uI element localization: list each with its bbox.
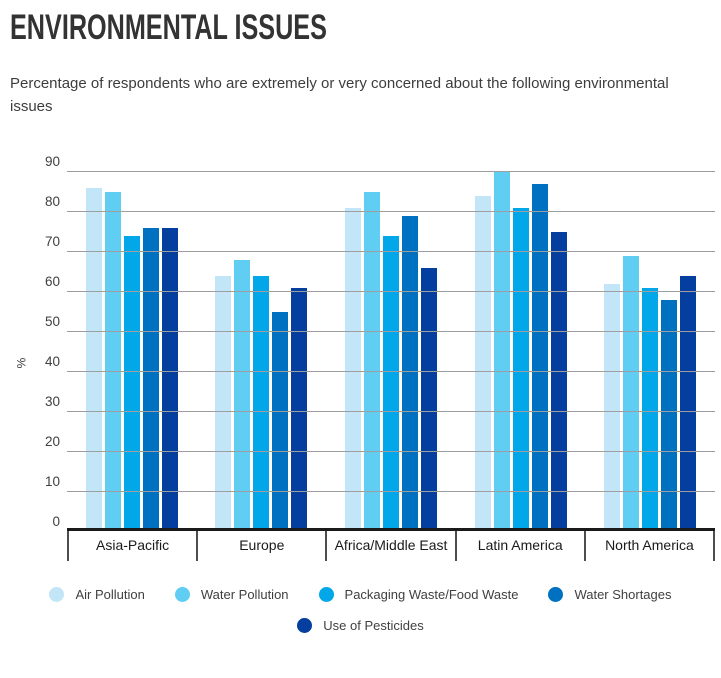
bar-use-of-pesticides [420,267,437,528]
page-title: ENVIRONMENTAL ISSUES [10,8,327,47]
bar-water-pollution [363,191,380,528]
y-tick-label-10: 10 [44,473,60,489]
bar-water-pollution [234,259,251,528]
x-axis-category-row: Asia-Pacific Europe Africa/Middle East Lati… [67,530,716,561]
bar-air-pollution [215,275,232,528]
bar-packaging-waste-food-waste [253,275,270,528]
legend-item-water-shortages: Water Shortages [548,586,672,602]
y-tick-label-50: 50 [44,313,60,329]
legend-item-air-pollution: Air Pollution [49,586,145,602]
gridline-50 [67,330,715,332]
category-label-asia-pacific: Asia-Pacific [67,530,196,561]
bar-group-latin-america [456,171,586,528]
plot-area [67,170,715,531]
bar-air-pollution [85,187,102,528]
bar-water-shortages [142,227,159,528]
legend-swatch-icon [174,586,190,602]
legend-label: Water Pollution [200,586,289,602]
legend-label: Packaging Waste/Food Waste [344,586,519,602]
category-label-latin-america: Latin America [454,530,584,561]
bar-use-of-pesticides [291,287,308,528]
bar-use-of-pesticides [680,275,697,528]
report-page: ENVIRONMENTAL ISSUES Percentage of respo… [10,8,716,633]
legend-row-1: Air Pollution Water Pollution Packaging Wa… [10,586,711,602]
bar-chart: % Asia-Pacific Europe Africa/Middle East La… [10,154,716,561]
legend-swatch-icon [297,617,313,633]
y-tick-label-60: 60 [44,273,60,289]
y-tick-label-20: 20 [44,433,60,449]
bar-water-pollution [493,171,510,528]
bar-use-of-pesticides [550,231,567,528]
gridline-60 [67,290,715,292]
bar-water-shortages [272,311,289,528]
gridline-40 [67,370,715,372]
bar-air-pollution [344,207,361,528]
legend-swatch-icon [548,586,564,602]
bar-packaging-waste-food-waste [382,235,399,528]
legend-item-use-of-pesticides: Use of Pesticides [297,617,424,633]
category-label-africa-middle-east: Africa/Middle East [325,530,454,561]
legend-label: Water Shortages [574,586,672,602]
y-tick-label-0: 0 [52,513,60,529]
y-tick-label-30: 30 [44,393,60,409]
bar-group-asia-pacific [67,171,197,528]
bar-water-pollution [623,255,640,528]
legend-label: Use of Pesticides [323,617,424,633]
gridline-90 [67,170,715,172]
legend-item-packaging-waste-food-waste: Packaging Waste/Food Waste [318,586,519,602]
legend-label: Air Pollution [75,586,145,602]
gridline-80 [67,210,715,212]
legend-row-2: Use of Pesticides [10,617,711,633]
bar-water-pollution [104,191,121,528]
bar-air-pollution [474,195,491,528]
bar-group-north-america [585,171,715,528]
bar-groups [67,171,715,528]
category-label-europe: Europe [196,530,325,561]
y-tick-label-90: 90 [44,153,60,169]
bar-group-europe [197,171,327,528]
gridline-20 [67,450,715,452]
legend-item-water-pollution: Water Pollution [174,586,289,602]
bar-water-shortages [401,215,418,528]
bar-group-africa-middle-east [326,171,456,528]
legend-swatch-icon [49,586,65,602]
bar-packaging-waste-food-waste [512,207,529,528]
chart-legend: Air Pollution Water Pollution Packaging Wa… [10,586,711,633]
gridline-70 [67,250,715,252]
gridline-30 [67,410,715,412]
gridline-10 [67,490,715,492]
bar-air-pollution [604,283,621,528]
legend-swatch-icon [318,586,334,602]
y-tick-label-70: 70 [44,233,60,249]
bar-water-shortages [531,183,548,528]
bar-use-of-pesticides [161,227,178,528]
bar-packaging-waste-food-waste [642,287,659,528]
page-subtitle: Percentage of respondents who are extrem… [10,75,669,116]
bar-packaging-waste-food-waste [123,235,140,528]
y-tick-label-40: 40 [44,353,60,369]
y-tick-label-80: 80 [44,193,60,209]
category-label-north-america: North America [583,530,716,561]
bar-water-shortages [661,299,678,528]
